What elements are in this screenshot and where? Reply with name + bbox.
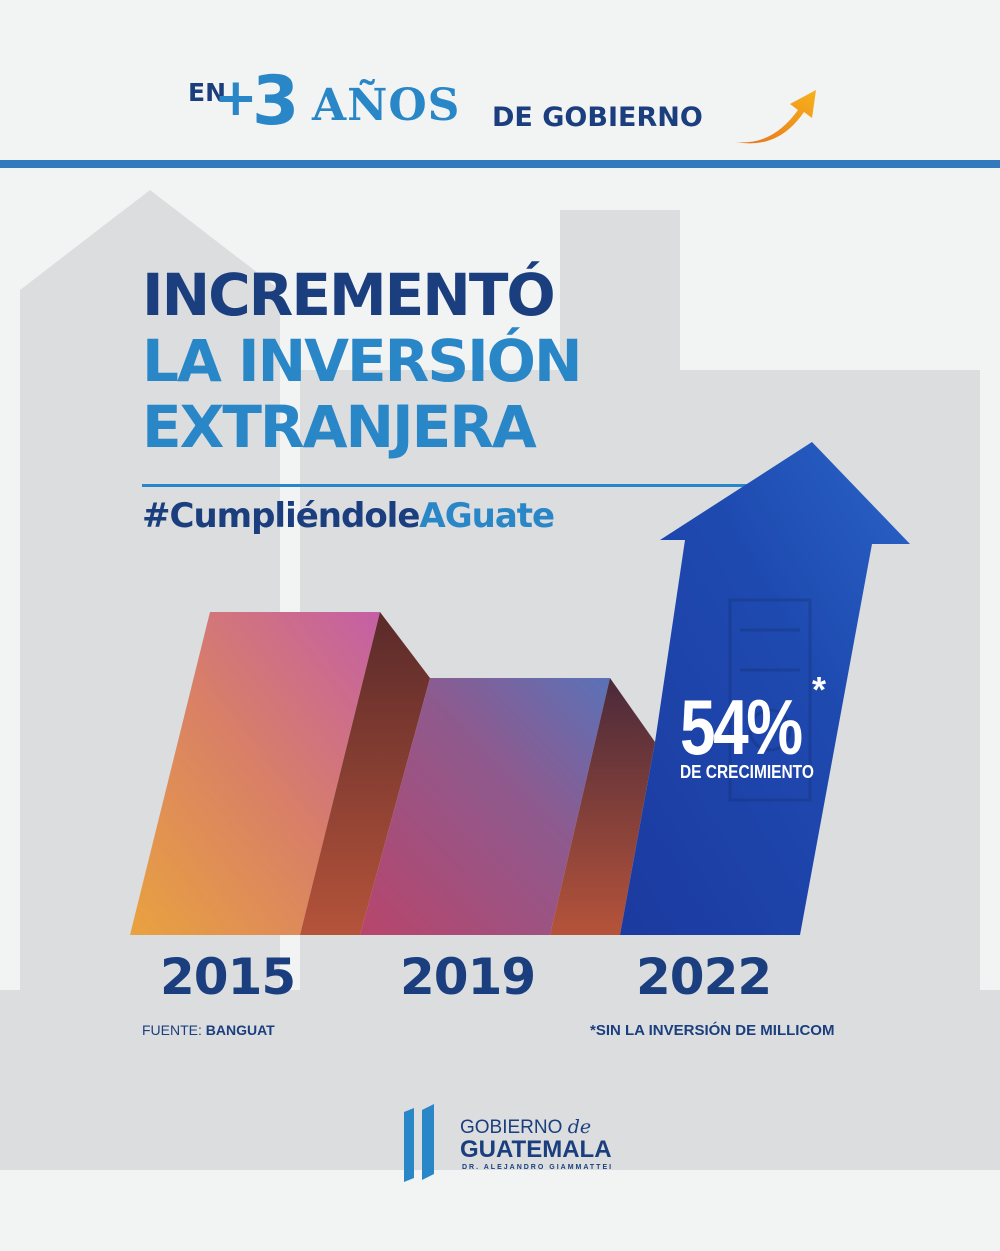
- footnote: *SIN LA INVERSIÓN DE MILLICOM: [590, 1022, 835, 1039]
- header-plus: +: [214, 68, 258, 128]
- ribbon-fold-2: [550, 678, 655, 935]
- logo-line-1: GOBIERNO de: [460, 1116, 592, 1138]
- year-label: 2022: [636, 948, 772, 1006]
- header-banner: EN + 3 AÑOS DE GOBIERNO: [0, 60, 1000, 150]
- background-building-image: [0, 190, 1000, 1170]
- year-label: 2015: [160, 948, 296, 1006]
- source-note: FUENTE: BANGUAT: [142, 1022, 275, 1038]
- source-label: FUENTE:: [142, 1022, 202, 1038]
- ribbon-2019: [360, 678, 610, 935]
- header-divider: [0, 160, 1000, 168]
- growth-label: DE CRECIMIENTO: [680, 762, 814, 782]
- header-number: 3: [252, 62, 300, 141]
- government-logo: GOBIERNO de GUATEMALA DR. ALEJANDRO GIAM…: [398, 1104, 618, 1184]
- year-label: 2019: [400, 948, 536, 1006]
- logo-line-2: GUATEMALA: [460, 1136, 612, 1163]
- ribbon-2015: [130, 612, 380, 935]
- growth-percentage: 54%: [680, 683, 803, 771]
- headline: INCREMENTÓ LA INVERSIÓN EXTRANJERA: [142, 261, 583, 461]
- growth-asterisk: *: [812, 669, 827, 710]
- headline-line-1: INCREMENTÓ: [142, 261, 556, 329]
- header-years: AÑOS: [312, 80, 461, 131]
- header-suffix: DE GOBIERNO: [492, 102, 703, 133]
- headline-line-2: LA INVERSIÓN: [142, 327, 583, 395]
- hashtag-part-2: AGuate: [419, 496, 555, 536]
- growth-ribbon-graphic: [130, 442, 910, 935]
- source-name: BANGUAT: [205, 1022, 275, 1038]
- logo-line-3: DR. ALEJANDRO GIAMMATTEI: [462, 1164, 614, 1171]
- ribbon-fold-1: [300, 612, 430, 935]
- hashtag: #CumpliéndoleAGuate: [142, 496, 555, 536]
- ribbon-2022-arrow: [620, 442, 910, 935]
- header-prefix: EN: [188, 78, 227, 107]
- growth-arrow-icon: [736, 90, 816, 144]
- hashtag-part-1: #Cumpliéndole: [142, 496, 420, 536]
- headline-line-3: EXTRANJERA: [142, 393, 537, 461]
- government-logo-bars-icon: [404, 1104, 434, 1182]
- headline-divider: [142, 484, 750, 487]
